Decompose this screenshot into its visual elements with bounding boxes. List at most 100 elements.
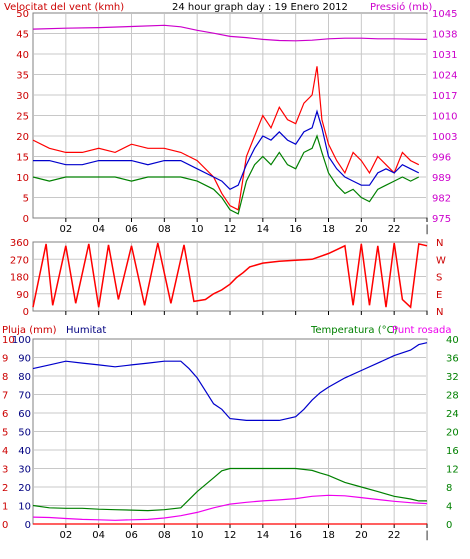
- humidity-tick-label: 80: [18, 372, 31, 383]
- pressure-tick-label: 1003: [432, 132, 457, 143]
- x-tick-label: 20: [355, 224, 368, 235]
- x-tick-label: 04: [92, 530, 105, 541]
- compass-label: S: [436, 273, 442, 284]
- pressure-tick-label: 996: [432, 153, 451, 164]
- x-tick-label: 14: [256, 530, 269, 541]
- x-tick-label: 04: [92, 224, 105, 235]
- series-gust: [32, 66, 420, 211]
- wind-axis-title: Velocitat del vent (kmh): [4, 2, 124, 13]
- x-tick-label: 22: [388, 530, 401, 541]
- wind-tick-label: 50: [16, 9, 29, 20]
- x-tick-label: 06: [125, 224, 138, 235]
- rain-tick-label: 4: [2, 446, 8, 457]
- series-direction: [32, 242, 428, 309]
- wind-tick-label: 20: [16, 132, 29, 143]
- pressure-tick-label: 982: [432, 194, 451, 205]
- temperature-tick-label: 16: [446, 446, 459, 457]
- humidity-tick-label: 0: [25, 520, 31, 531]
- rain-tick-label: 8: [2, 372, 8, 383]
- compass-label: E: [436, 290, 442, 301]
- humidity-tick-label: 100: [12, 335, 31, 346]
- x-tick-label: 22: [388, 224, 401, 235]
- pressure-tick-label: 1024: [432, 71, 457, 82]
- direction-tick-label: 0: [23, 307, 29, 318]
- pressure-tick-label: 975: [432, 214, 451, 225]
- humidity-tick-label: 20: [18, 483, 31, 494]
- wind-tick-label: 15: [16, 153, 29, 164]
- x-tick-label: 18: [322, 224, 335, 235]
- series-temperature: [32, 467, 427, 512]
- wind-tick-label: 40: [16, 50, 29, 61]
- temperature-tick-label: 4: [446, 502, 452, 513]
- rain-tick-label: 1: [2, 502, 8, 513]
- pressure-tick-label: 1010: [432, 112, 457, 123]
- direction-tick-label: 90: [16, 290, 29, 301]
- temperature-axis-title: Temperatura (°C): [310, 325, 398, 336]
- rain-tick-label: 9: [2, 354, 8, 365]
- rain-tick-label: 0: [2, 520, 8, 531]
- pressure-axis-title: Pressió (mb): [370, 1, 432, 13]
- wind-tick-label: 35: [16, 71, 29, 82]
- rain-tick-label: 3: [2, 465, 8, 476]
- wind-tick-label: 10: [16, 173, 29, 184]
- direction-tick-label: 360: [10, 238, 29, 249]
- series-humidity: [32, 342, 428, 421]
- compass-label: N: [436, 307, 443, 318]
- humidity-tick-label: 70: [18, 391, 31, 402]
- chart-title: 24 hour graph day : 19 Enero 2012: [172, 2, 348, 13]
- rain-tick-label: 6: [2, 409, 8, 420]
- series-dewpoint: [32, 494, 428, 521]
- direction-tick-label: 180: [10, 273, 29, 284]
- rain-tick-label: 5: [2, 428, 8, 439]
- pressure-tick-label: 1017: [432, 91, 457, 102]
- x-tick-label: 18: [322, 530, 335, 541]
- wind-tick-label: 0: [23, 214, 29, 225]
- humidity-axis-title: Humitat: [66, 325, 106, 336]
- humidity-tick-label: 40: [18, 446, 31, 457]
- x-tick-label: |: [425, 224, 428, 235]
- humidity-tick-label: 30: [18, 465, 31, 476]
- x-tick-label: 12: [224, 530, 237, 541]
- x-tick-label: 02: [59, 224, 72, 235]
- x-tick-label: 16: [289, 224, 302, 235]
- x-tick-label: 12: [224, 224, 237, 235]
- x-tick-label: |: [425, 530, 428, 541]
- x-tick-label: 02: [59, 530, 72, 541]
- temperature-tick-label: 20: [446, 428, 459, 439]
- temperature-tick-label: 8: [446, 483, 452, 494]
- x-tick-label: 10: [191, 224, 204, 235]
- rain-tick-label: 10: [2, 335, 15, 346]
- temperature-tick-label: 24: [446, 409, 459, 420]
- compass-label: W: [436, 255, 446, 266]
- humidity-tick-label: 50: [18, 428, 31, 439]
- compass-label: N: [436, 238, 443, 249]
- wind-tick-label: 5: [23, 194, 29, 205]
- pressure-tick-label: 1031: [432, 50, 457, 61]
- wind-tick-label: 45: [16, 30, 29, 41]
- dewpoint-axis-title: Punt rosada: [392, 325, 451, 336]
- direction-tick-label: 270: [10, 255, 29, 266]
- rain-axis-title: Pluja (mm): [2, 325, 57, 336]
- temperature-tick-label: 32: [446, 372, 459, 383]
- x-tick-label: 10: [191, 530, 204, 541]
- series-pressure: [32, 24, 428, 42]
- temperature-tick-label: 0: [446, 520, 452, 531]
- temperature-tick-label: 28: [446, 391, 459, 402]
- humidity-tick-label: 90: [18, 354, 31, 365]
- pressure-tick-label: 1038: [432, 30, 457, 41]
- x-tick-label: 20: [355, 530, 368, 541]
- temperature-tick-label: 12: [446, 465, 459, 476]
- series-min: [32, 134, 420, 215]
- series-avg: [33, 109, 420, 191]
- x-tick-label: 08: [158, 530, 171, 541]
- rain-tick-label: 2: [2, 483, 8, 494]
- temperature-tick-label: 40: [446, 335, 459, 346]
- temperature-tick-label: 36: [446, 354, 459, 365]
- x-tick-label: 16: [289, 530, 302, 541]
- humidity-tick-label: 60: [18, 409, 31, 420]
- x-tick-label: 08: [158, 224, 171, 235]
- x-tick-label: 14: [256, 224, 269, 235]
- humidity-tick-label: 10: [18, 502, 31, 513]
